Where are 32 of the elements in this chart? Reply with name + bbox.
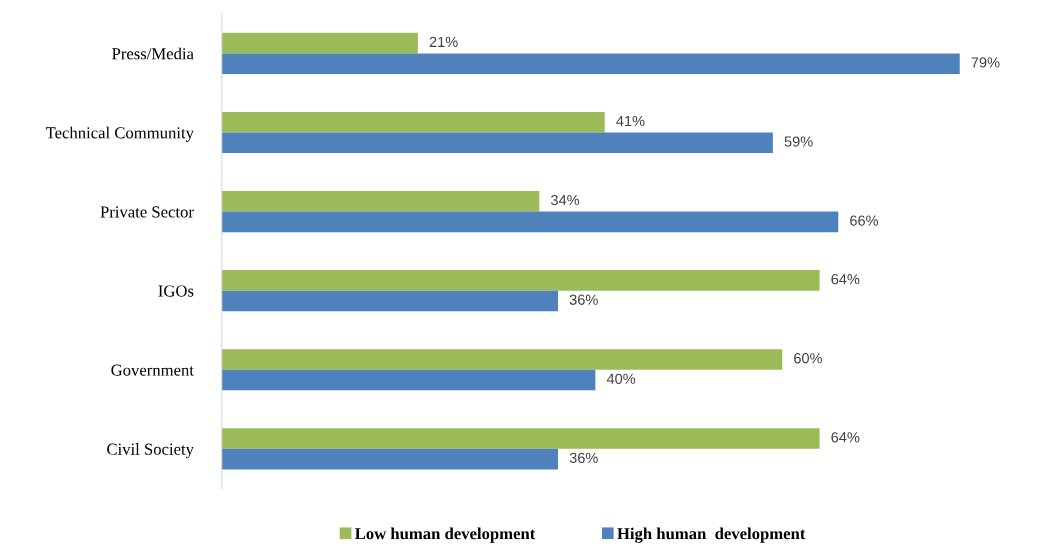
data-label: 36% bbox=[569, 452, 598, 464]
bar bbox=[221, 211, 839, 233]
y-tick-label: Press/Media bbox=[112, 47, 194, 60]
y-tick-label: Private Sector bbox=[100, 206, 194, 218]
data-label: 64% bbox=[831, 432, 860, 443]
bar bbox=[221, 132, 773, 154]
data-label: 60% bbox=[794, 353, 823, 364]
data-label: 66% bbox=[850, 215, 879, 226]
legend-label: High human development bbox=[617, 527, 806, 543]
data-label: 41% bbox=[616, 115, 645, 127]
legend-label: Low human development bbox=[354, 527, 536, 543]
data-label: 59% bbox=[784, 136, 813, 147]
y-tick-label: Technical Community bbox=[45, 126, 194, 142]
data-label: 36% bbox=[569, 294, 598, 305]
data-label: 34% bbox=[551, 194, 580, 206]
bar bbox=[221, 53, 960, 74]
bar bbox=[221, 428, 820, 449]
bar bbox=[221, 349, 783, 370]
y-tick-label: IGOs bbox=[158, 285, 194, 297]
y-tick-label: Government bbox=[111, 364, 194, 376]
bar bbox=[221, 270, 820, 291]
bar bbox=[221, 32, 418, 54]
bar bbox=[221, 369, 596, 391]
bar bbox=[221, 111, 605, 133]
data-label: 64% bbox=[831, 273, 860, 285]
data-label: 79% bbox=[971, 57, 1000, 68]
bar bbox=[221, 448, 559, 470]
bar bbox=[221, 191, 540, 212]
data-label: 40% bbox=[606, 373, 636, 384]
data-label: 21% bbox=[429, 36, 458, 47]
y-tick-label: Civil Society bbox=[107, 443, 194, 459]
bar bbox=[221, 290, 559, 312]
